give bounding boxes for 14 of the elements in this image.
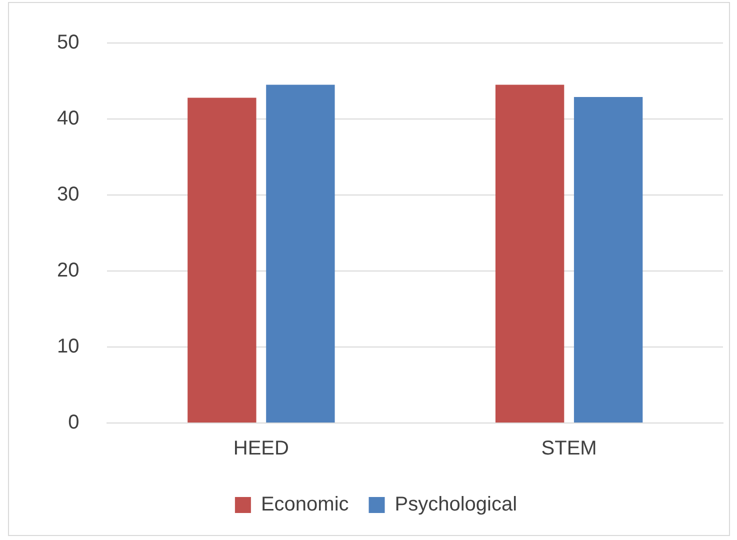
y-tick-label: 0 — [68, 412, 80, 434]
y-tick-label: 40 — [56, 108, 80, 130]
bar — [574, 96, 643, 422]
legend-label: Psychological — [394, 494, 518, 516]
y-tick-label: 30 — [56, 184, 80, 206]
y-tick-label: 20 — [56, 260, 80, 282]
bar — [495, 84, 564, 422]
legend-label: Economic — [260, 494, 349, 516]
y-tick-label: 50 — [56, 32, 80, 54]
bar — [266, 84, 335, 422]
bar — [188, 98, 256, 422]
x-tick-label: HEED — [233, 438, 289, 460]
y-tick-label: 10 — [56, 336, 80, 358]
x-tick-label: STEM — [541, 438, 597, 460]
